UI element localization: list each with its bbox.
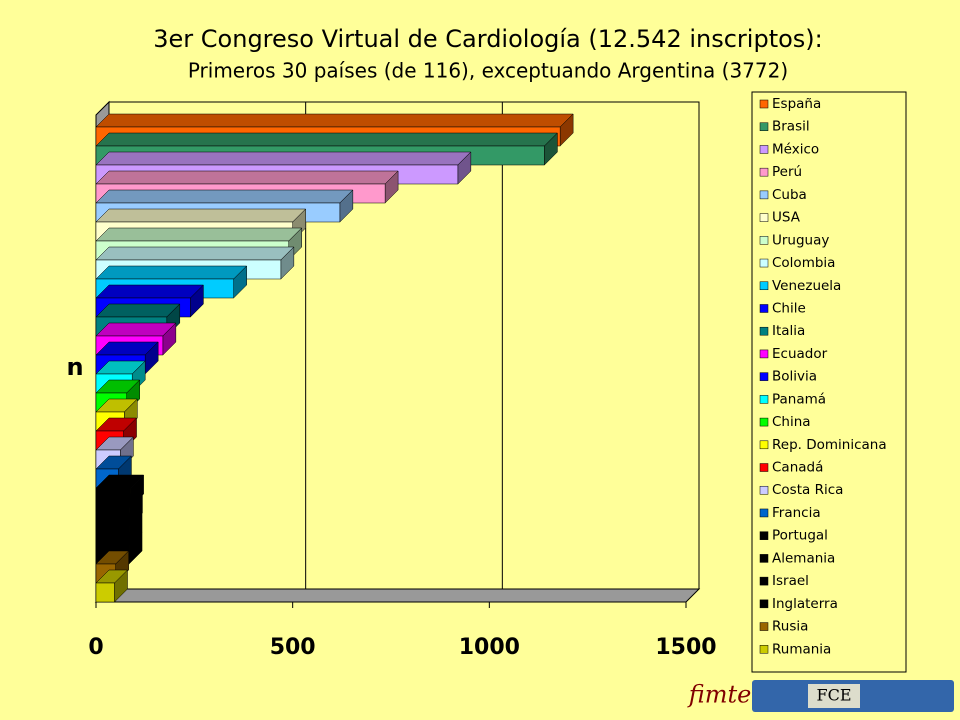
legend-label: Perú bbox=[772, 164, 802, 180]
legend-label: China bbox=[772, 414, 811, 430]
legend-swatch bbox=[759, 440, 769, 450]
x-tick-label: 0 bbox=[88, 635, 103, 660]
legend-label: España bbox=[772, 96, 821, 112]
legend-swatch bbox=[759, 145, 769, 154]
bar-top bbox=[95, 227, 303, 242]
legend-label: Venezuela bbox=[772, 278, 841, 294]
bar-top bbox=[95, 113, 574, 128]
legend-swatch bbox=[759, 258, 769, 268]
legend-label: Bolivia bbox=[772, 369, 817, 385]
logo-text: fimte bbox=[687, 681, 752, 709]
legend-label: Rumania bbox=[772, 641, 831, 657]
legend-swatch bbox=[759, 304, 769, 313]
legend-swatch bbox=[759, 645, 769, 654]
legend-label: Israel bbox=[772, 573, 809, 589]
chart-title: 3er Congreso Virtual de Cardiología (12.… bbox=[153, 25, 822, 53]
x-tick-label: 1000 bbox=[459, 635, 520, 660]
legend-swatch bbox=[759, 167, 769, 177]
legend-swatch bbox=[759, 99, 769, 109]
y-axis-label: n bbox=[66, 353, 83, 381]
bar-top bbox=[95, 284, 205, 299]
legend-label: Alemania bbox=[772, 550, 835, 566]
bar-top bbox=[95, 170, 399, 185]
chart-subtitle: Primeros 30 países (de 116), exceptuando… bbox=[188, 59, 788, 83]
legend-swatch bbox=[759, 554, 769, 563]
legend-label: Portugal bbox=[772, 528, 828, 544]
legend-swatch bbox=[759, 281, 769, 291]
bar-top bbox=[95, 151, 472, 166]
legend-label: Francia bbox=[772, 505, 821, 521]
legend-swatch bbox=[759, 213, 769, 222]
legend-label: México bbox=[772, 141, 819, 157]
legend-swatch bbox=[759, 372, 769, 381]
x-tick-label: 1500 bbox=[655, 635, 716, 660]
legend-swatch bbox=[759, 349, 769, 359]
bar-top bbox=[95, 208, 307, 223]
legend-label: Colombia bbox=[772, 255, 835, 271]
bar-top bbox=[95, 246, 295, 261]
bar-top bbox=[95, 265, 248, 280]
legend-swatch bbox=[759, 599, 769, 609]
legend-label: Panamá bbox=[772, 391, 826, 407]
legend-label: Rep. Dominicana bbox=[772, 437, 887, 453]
legend-label: Uruguay bbox=[772, 232, 829, 248]
legend-swatch bbox=[759, 576, 769, 586]
legend-swatch bbox=[759, 508, 769, 518]
logo-badge bbox=[808, 684, 860, 708]
legend-label: Costa Rica bbox=[772, 482, 843, 498]
legend-swatch bbox=[759, 190, 769, 200]
legend-swatch bbox=[759, 485, 769, 495]
legend-label: Canadá bbox=[772, 460, 823, 476]
legend-label: Cuba bbox=[772, 187, 807, 203]
logo-badge-text: FCE bbox=[816, 686, 851, 705]
legend-swatch bbox=[759, 326, 769, 336]
legend-label: Ecuador bbox=[772, 346, 828, 362]
legend-swatch bbox=[759, 531, 769, 540]
legend-swatch bbox=[759, 395, 769, 404]
legend-label: USA bbox=[772, 210, 801, 226]
legend-swatch bbox=[759, 463, 769, 472]
floor bbox=[94, 588, 701, 603]
legend-swatch bbox=[759, 122, 769, 131]
bar bbox=[95, 582, 115, 603]
legend-swatch bbox=[759, 236, 769, 245]
x-tick-label: 500 bbox=[270, 635, 316, 660]
bar-top bbox=[95, 189, 354, 204]
legend-label: Italia bbox=[772, 323, 805, 339]
legend-swatch bbox=[759, 622, 769, 631]
bar-top bbox=[95, 132, 559, 147]
legend-label: Chile bbox=[772, 300, 806, 316]
bar-top bbox=[95, 303, 181, 318]
bar-top bbox=[95, 322, 177, 337]
legend-label: Brasil bbox=[772, 119, 810, 135]
legend-label: Rusia bbox=[772, 619, 808, 635]
legend-swatch bbox=[759, 417, 769, 427]
legend-label: Inglaterra bbox=[772, 596, 838, 612]
legend-box bbox=[751, 91, 907, 673]
